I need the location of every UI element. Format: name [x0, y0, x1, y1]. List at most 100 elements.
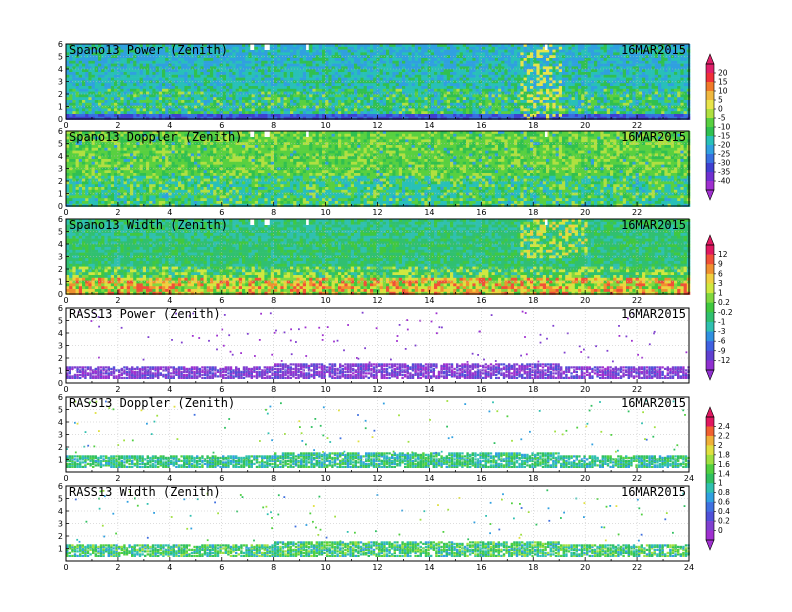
heatmap-cell [459, 105, 464, 109]
heatmap-cell [542, 83, 547, 87]
heatmap-cell [370, 86, 374, 90]
heatmap-cell [178, 66, 182, 70]
heatmap-cell [526, 114, 531, 118]
heatmap-cell [226, 102, 230, 106]
heatmap-cell [616, 108, 620, 112]
heatmap-cell [219, 88, 224, 92]
heatmap-cell [101, 49, 105, 53]
heatmap-cell [149, 63, 153, 67]
heatmap-cell [88, 114, 92, 118]
heatmap-cell [104, 55, 108, 59]
heatmap-cell [366, 77, 371, 81]
heatmap-cell [123, 100, 128, 104]
heatmap-cell [514, 46, 518, 50]
heatmap-cell [632, 91, 636, 95]
heatmap-cell [210, 86, 214, 90]
heatmap-cell [299, 55, 304, 59]
heatmap-cell [482, 80, 486, 84]
heatmap-cell [274, 102, 278, 106]
heatmap-cell [107, 60, 112, 64]
heatmap-cell [85, 86, 89, 90]
heatmap-cell [242, 77, 246, 81]
heatmap-cell [382, 97, 387, 101]
heatmap-cell [578, 49, 582, 53]
heatmap-cell [389, 102, 393, 106]
heatmap-cell [475, 77, 480, 81]
heatmap-cell [501, 58, 505, 62]
heatmap-cell [414, 88, 419, 92]
heatmap-cell [277, 114, 281, 118]
heatmap-cell [261, 114, 265, 118]
heatmap-cell [600, 80, 604, 84]
heatmap-cell [264, 108, 268, 112]
heatmap-cell [597, 77, 601, 81]
heatmap-cell [402, 102, 406, 106]
heatmap-cell [402, 114, 406, 118]
heatmap-cell [78, 63, 83, 67]
heatmap-cell [155, 91, 160, 95]
heatmap-cell [117, 86, 121, 90]
heatmap-cell [498, 44, 502, 48]
heatmap-cell [78, 108, 83, 112]
heatmap-cell [469, 49, 473, 53]
heatmap-cell [603, 97, 608, 101]
heatmap-cell [187, 60, 192, 64]
heatmap-cell [82, 63, 86, 67]
heatmap-cell [437, 46, 441, 50]
heatmap-cell [94, 97, 99, 101]
heatmap-cell [446, 80, 451, 84]
heatmap-cell [594, 60, 598, 64]
heatmap-cell [587, 69, 592, 73]
heatmap-cell [123, 108, 128, 112]
heatmap-cell [142, 116, 147, 120]
heatmap-cell [584, 105, 588, 109]
heatmap-cell [88, 83, 92, 87]
heatmap-cell [594, 63, 598, 67]
heatmap-cell [475, 102, 480, 106]
heatmap-cell [542, 86, 547, 90]
heatmap-cell [539, 94, 544, 98]
heatmap-cell [558, 116, 563, 120]
heatmap-cell [235, 88, 240, 92]
heatmap-cell [152, 100, 156, 104]
heatmap-cell [101, 102, 105, 106]
heatmap-cell [133, 74, 137, 78]
heatmap-cell [251, 83, 256, 87]
heatmap-cell [546, 77, 550, 81]
heatmap-cell [69, 63, 73, 67]
heatmap-cell [616, 72, 620, 76]
heatmap-cell [82, 100, 86, 104]
heatmap-cell [402, 108, 406, 112]
heatmap-cell [520, 52, 524, 56]
heatmap-cell [267, 80, 272, 84]
heatmap-cell [360, 108, 364, 112]
heatmap-cell [229, 55, 233, 59]
heatmap-cell [238, 97, 243, 101]
heatmap-cell [632, 83, 636, 87]
heatmap-cell [267, 66, 272, 70]
heatmap-cell [546, 72, 550, 76]
heatmap-cell [526, 58, 531, 62]
heatmap-cell [648, 49, 652, 53]
heatmap-cell [546, 60, 550, 64]
heatmap-cell [552, 69, 556, 73]
heatmap-cell [376, 111, 380, 115]
heatmap-cell [206, 100, 211, 104]
heatmap-cell [571, 60, 576, 64]
heatmap-cell [104, 66, 108, 70]
heatmap-cell [66, 58, 70, 62]
heatmap-cell [254, 111, 259, 115]
heatmap-cell [158, 72, 163, 76]
heatmap-cell [549, 102, 553, 106]
heatmap-cell [293, 102, 297, 106]
heatmap-cell [520, 77, 524, 81]
heatmap-cell [200, 100, 204, 104]
heatmap-cell [117, 49, 121, 53]
heatmap-cell [629, 97, 633, 101]
heatmap-cell [424, 83, 428, 87]
heatmap-cell [133, 80, 137, 84]
heatmap-cell [453, 60, 457, 64]
heatmap-cell [520, 111, 524, 115]
heatmap-cell [395, 63, 400, 67]
heatmap-cell [107, 55, 112, 59]
